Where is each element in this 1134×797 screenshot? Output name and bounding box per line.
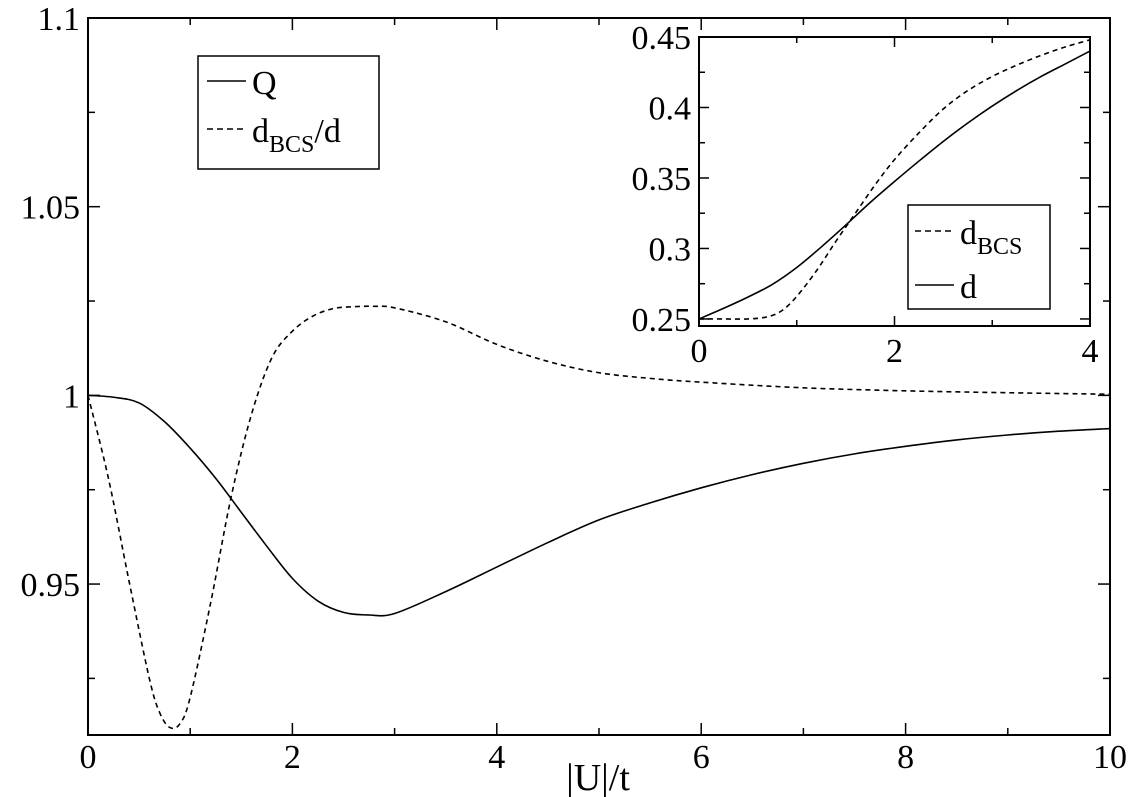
inset-y-tick-label: 0.4 [649, 90, 692, 127]
main-x-tick-label: 8 [897, 739, 914, 776]
inset-legend: dBCS d [907, 204, 1051, 310]
main-x-tick-label: 6 [693, 739, 710, 776]
legend-label-ratio: dBCS/d [252, 113, 341, 158]
main-y-tick-label: 1.05 [21, 190, 81, 227]
main-ticks: 0 2 4 6 8 10 0.95 1 1.05 1.1 [21, 1, 1128, 776]
main-series-q [87, 394, 1111, 617]
inset-x-tick-label: 0 [691, 333, 708, 370]
main-series [87, 305, 1111, 730]
main-x-tick-label: 10 [1093, 739, 1127, 776]
main-legend-box [197, 55, 380, 170]
legend-ratio-tail: /d [314, 113, 340, 150]
inset-y-tick-label: 0.45 [632, 20, 692, 57]
main-legend: Q dBCS/d [197, 55, 380, 170]
inset-y-tick-label: 0.25 [632, 302, 692, 339]
main-y-tick-label: 1.1 [38, 1, 81, 38]
inset-series [698, 39, 1091, 320]
inset-x-tick-label: 4 [1082, 333, 1099, 370]
main-x-tick-label: 4 [488, 739, 505, 776]
inset-ticks: 0 2 4 0.25 0.3 0.35 0.4 0.45 [632, 20, 1099, 370]
main-y-tick-label: 1 [63, 378, 80, 415]
legend-ratio-main: d [252, 113, 269, 150]
x-axis-title: |U|/t [566, 757, 630, 797]
legend-ratio-sub: BCS [269, 132, 314, 158]
main-x-tick-label: 0 [80, 739, 97, 776]
inset-legend-dbcs-main: d [960, 215, 977, 252]
inset-y-tick-label: 0.35 [632, 161, 692, 198]
inset-series-d [698, 50, 1091, 320]
inset-x-tick-label: 2 [886, 333, 903, 370]
legend-label-q: Q [252, 65, 277, 102]
inset-legend-label-dbcs: dBCS [960, 215, 1022, 260]
inset-legend-label-d: d [960, 269, 977, 306]
inset-legend-dbcs-sub: BCS [977, 234, 1022, 260]
inset-y-tick-label: 0.3 [649, 231, 692, 268]
inset-legend-box [907, 204, 1051, 310]
main-x-tick-label: 2 [284, 739, 301, 776]
main-y-tick-label: 0.95 [21, 567, 81, 604]
main-series-d-bcs-d [87, 305, 1111, 730]
